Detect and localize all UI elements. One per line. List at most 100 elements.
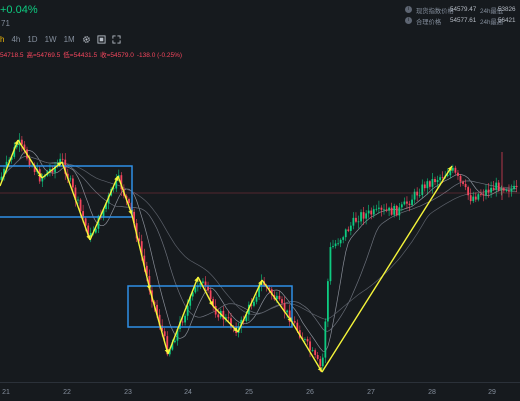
annotation-arrowhead — [258, 280, 263, 285]
annotation-arrowhead — [146, 285, 152, 290]
candle-body — [378, 207, 380, 209]
candle-body — [329, 247, 332, 282]
candle-body — [454, 167, 457, 173]
timeframe-h[interactable]: h — [0, 34, 5, 44]
header-sub: 71 — [1, 19, 10, 28]
candle-body — [306, 339, 309, 342]
candle-body — [355, 217, 357, 222]
candle-body — [480, 194, 482, 196]
candle-body — [436, 180, 439, 183]
candle-body — [82, 211, 84, 219]
info-value: 54577.61 — [450, 17, 477, 24]
candle-body — [497, 182, 500, 191]
candle-body — [227, 317, 230, 319]
price-chart[interactable] — [0, 0, 520, 382]
candle-body — [390, 207, 393, 215]
candle-body — [222, 310, 225, 320]
candle-body — [385, 209, 388, 211]
candle-body — [393, 205, 396, 215]
annotation-line — [261, 279, 293, 323]
candle-body — [515, 185, 518, 188]
x-tick: 27 — [367, 389, 375, 396]
candle-body — [332, 246, 334, 248]
timeframe-4h[interactable]: 4h — [11, 34, 21, 44]
candle-body — [334, 243, 337, 247]
candle-body — [204, 281, 207, 287]
candle-body — [84, 218, 87, 226]
candle-body — [339, 239, 342, 244]
candle-body — [309, 341, 311, 351]
candle-body — [168, 349, 171, 355]
candle-body — [439, 177, 441, 181]
candle-body — [207, 286, 209, 291]
candle-body — [166, 336, 169, 355]
candle-body — [21, 139, 23, 145]
annotation-line — [117, 175, 133, 216]
candle-body — [467, 187, 470, 196]
candle-body — [158, 314, 161, 326]
timeframe-1w[interactable]: 1W — [44, 34, 57, 44]
candle-body — [189, 296, 192, 306]
info-icon[interactable]: i — [405, 17, 412, 24]
annotation-line — [131, 214, 151, 291]
ohlc-low: 低=54431.5 — [63, 52, 98, 59]
moving-average-line — [1, 155, 517, 332]
info-value-low: 53826 — [498, 6, 516, 13]
candle-body — [102, 209, 105, 218]
annotation-arrowhead — [14, 140, 19, 145]
candle-body — [513, 185, 515, 189]
candle-body — [138, 238, 141, 242]
candle-body — [449, 170, 452, 176]
candle-body — [133, 211, 135, 224]
candle-body — [270, 289, 273, 296]
candle-body — [283, 303, 286, 313]
annotation-line — [321, 165, 453, 373]
gear-icon[interactable] — [82, 35, 91, 44]
candle-body — [426, 181, 429, 189]
candle-body — [33, 165, 36, 172]
candle-body — [74, 187, 77, 200]
candle-body — [459, 175, 462, 182]
candle-body — [72, 178, 74, 188]
candle-body — [344, 229, 347, 238]
candle-body — [431, 179, 434, 187]
candle-body — [79, 199, 82, 212]
annotation-line — [237, 279, 263, 333]
candle-body — [398, 207, 401, 216]
candle-body — [153, 301, 156, 305]
candle-body — [293, 321, 296, 323]
pattern-annotation-lines — [0, 139, 453, 373]
timeframe-1d[interactable]: 1D — [27, 34, 38, 44]
candle-body — [120, 175, 123, 190]
candle-body — [316, 355, 319, 359]
expand-icon[interactable] — [97, 34, 106, 44]
info-value-high: 56421 — [498, 17, 516, 24]
candle-body — [508, 190, 510, 192]
info-row-fair: i 合理价格 54577.61 24h最高 56421 — [395, 16, 520, 27]
candle-body — [128, 198, 130, 203]
candle-body — [421, 184, 424, 195]
timeframe-1m[interactable]: 1M — [63, 34, 75, 44]
candle-body — [13, 147, 16, 157]
candle-body — [464, 183, 467, 188]
candle-body — [15, 145, 18, 148]
candle-body — [434, 179, 436, 183]
x-tick: 29 — [488, 389, 496, 396]
candle-body — [199, 282, 202, 286]
candle-body — [411, 199, 413, 205]
annotation-arrowhead — [128, 210, 133, 215]
x-tick: 22 — [63, 389, 71, 396]
candle-body — [362, 212, 365, 219]
info-label-low: 24h最低 — [480, 8, 504, 15]
candle-body — [365, 213, 368, 219]
candle-body — [69, 178, 72, 180]
candle-body — [462, 181, 464, 184]
fullscreen-icon[interactable] — [112, 34, 121, 44]
candle-body — [87, 225, 90, 237]
candle-body — [225, 317, 227, 320]
candle-body — [347, 229, 350, 231]
candle-body — [163, 331, 166, 337]
candle-body — [477, 194, 480, 200]
candle-body — [403, 201, 406, 205]
info-icon[interactable]: i — [405, 6, 412, 13]
